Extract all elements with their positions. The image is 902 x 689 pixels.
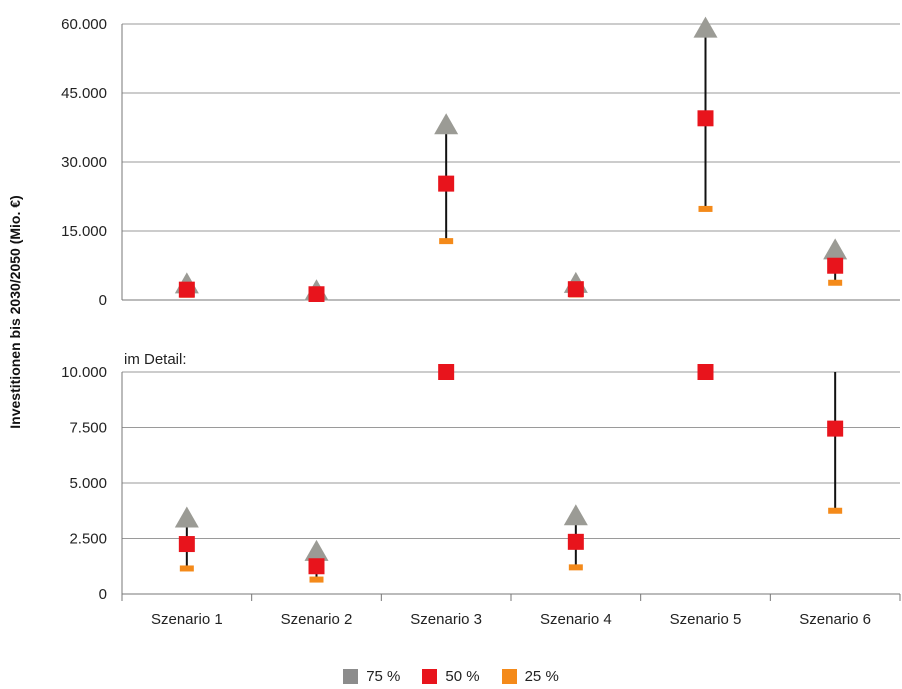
data-layer (174, 16, 848, 302)
y-tick-label: 60.000 (61, 16, 107, 33)
marker-75 (823, 238, 848, 260)
y-tick-label: 7.500 (69, 420, 107, 437)
data-layer (174, 364, 844, 583)
marker-50 (178, 536, 195, 553)
legend-swatch (501, 668, 517, 684)
marker-25 (828, 507, 843, 514)
legend-item: 75 % (343, 668, 400, 685)
marker-75 (563, 504, 588, 526)
legend-label: 50 % (445, 667, 480, 685)
marker-50 (178, 281, 195, 298)
legend-label: 25 % (524, 667, 559, 685)
detail-panel: 0 2.500 5.000 7.500 10.000 im Detail: (61, 351, 900, 603)
x-tick-label: Szenario 3 (410, 611, 482, 628)
legend-item: 50 % (422, 667, 480, 685)
marker-25 (179, 565, 194, 572)
legend-item: 25 % (501, 667, 559, 685)
marker-50 (827, 420, 844, 437)
marker-75 (434, 113, 459, 135)
marker-50 (438, 175, 455, 192)
x-tick-label: Szenario 4 (540, 611, 612, 628)
marker-25 (439, 238, 454, 245)
marker-25 (309, 576, 324, 583)
marker-50 (308, 558, 325, 575)
legend-swatch (422, 668, 438, 684)
marker-50 (697, 110, 714, 127)
y-tick-label: 0 (99, 586, 107, 603)
marker-25 (698, 205, 713, 212)
x-axis: Szenario 1 Szenario 2 Szenario 3 Szenario 4… (121, 594, 901, 628)
legend-swatch (343, 668, 359, 684)
overview-panel: 0 15.000 30.000 45.000 60.000 (61, 16, 900, 309)
y-tick-label: 10.000 (61, 364, 107, 381)
marker-75 (693, 16, 718, 38)
legend-label: 75 % (366, 667, 401, 685)
marker-75 (174, 506, 199, 528)
y-tick-label: 0 (99, 292, 107, 309)
x-tick-label: Szenario 6 (799, 611, 871, 628)
marker-75 (304, 539, 329, 561)
x-tick-label: Szenario 2 (281, 611, 353, 628)
x-tick-label: Szenario 5 (670, 611, 742, 628)
marker-50 (697, 364, 714, 380)
y-tick-label: 30.000 (61, 154, 107, 171)
y-tick-label: 45.000 (61, 85, 107, 102)
legend: 75 % 50 % 25 % (0, 664, 902, 688)
marker-50 (438, 364, 455, 380)
marker-50 (567, 281, 584, 298)
y-tick-label: 2.500 (69, 531, 107, 548)
marker-50 (308, 286, 325, 302)
chart-area: 0 15.000 30.000 45.000 60.000 0 2.500 5.000 7.5… (7, 16, 901, 628)
y-tick-label: 5.000 (69, 475, 107, 492)
marker-50 (827, 257, 844, 274)
marker-50 (567, 533, 584, 550)
marker-25 (828, 279, 843, 286)
y-tick-label: 15.000 (61, 223, 107, 240)
panel-note: im Detail: (124, 351, 187, 368)
marker-25 (568, 564, 583, 571)
y-axis-label: Investitionen bis 2030/2050 (Mio. €) (7, 195, 23, 428)
x-tick-label: Szenario 1 (151, 611, 223, 628)
